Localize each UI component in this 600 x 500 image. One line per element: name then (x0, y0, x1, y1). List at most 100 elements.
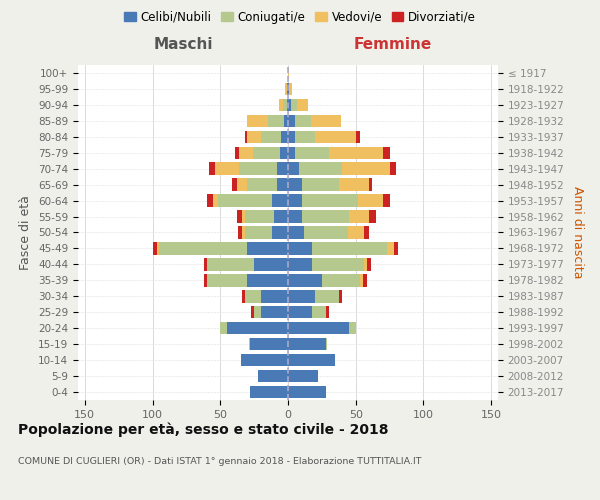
Bar (340, 290, 342, 302)
Bar (315, 130, 356, 143)
Bar (261, 306, 288, 318)
Bar (268, 114, 284, 127)
Bar (209, 162, 215, 175)
Legend: Celibi/Nubili, Coniugati/e, Vedovi/e, Divorziati/e: Celibi/Nubili, Coniugati/e, Vedovi/e, Di… (119, 6, 481, 28)
Bar (247, 242, 288, 254)
Bar (288, 162, 299, 175)
Bar (383, 146, 389, 159)
Bar (277, 178, 288, 191)
Bar (362, 274, 367, 286)
Bar (235, 146, 239, 159)
Bar (288, 338, 326, 350)
Bar (288, 386, 326, 398)
Bar (326, 338, 327, 350)
Bar (288, 194, 302, 207)
Bar (152, 242, 157, 254)
Bar (249, 338, 250, 350)
Bar (288, 258, 313, 270)
Bar (298, 98, 308, 111)
Bar (247, 274, 288, 286)
Bar (342, 162, 389, 175)
Bar (157, 242, 159, 254)
Bar (340, 178, 369, 191)
Bar (295, 130, 315, 143)
Bar (204, 258, 207, 270)
Bar (288, 322, 349, 334)
Bar (288, 354, 335, 366)
Bar (236, 178, 247, 191)
Bar (288, 226, 304, 238)
Bar (313, 258, 364, 270)
Bar (287, 98, 288, 111)
Y-axis label: Fasce di età: Fasce di età (19, 195, 32, 270)
Text: Popolazione per età, sesso e stato civile - 2018: Popolazione per età, sesso e stato civil… (18, 422, 389, 437)
Text: Femmine: Femmine (354, 38, 432, 52)
Bar (278, 98, 283, 111)
Text: Maschi: Maschi (153, 38, 213, 52)
Bar (277, 162, 288, 175)
Bar (207, 274, 247, 286)
Bar (283, 98, 287, 111)
Bar (288, 67, 289, 79)
Bar (272, 194, 288, 207)
Bar (389, 162, 397, 175)
Bar (242, 210, 245, 223)
Bar (383, 194, 389, 207)
Bar (220, 322, 227, 334)
Bar (251, 306, 254, 318)
Bar (288, 146, 295, 159)
Bar (364, 258, 367, 270)
Bar (295, 114, 311, 127)
Bar (329, 146, 383, 159)
Bar (313, 242, 387, 254)
Bar (313, 306, 326, 318)
Bar (204, 274, 207, 286)
Bar (236, 210, 242, 223)
Bar (207, 258, 254, 270)
Bar (288, 306, 313, 318)
Bar (288, 290, 315, 302)
Bar (304, 226, 347, 238)
Bar (394, 242, 398, 254)
Bar (239, 162, 277, 175)
Bar (227, 322, 288, 334)
Bar (250, 386, 288, 398)
Bar (288, 114, 295, 127)
Bar (232, 178, 236, 191)
Text: COMUNE DI CUGLIERI (OR) - Dati ISTAT 1° gennaio 2018 - Elaborazione TUTTITALIA.I: COMUNE DI CUGLIERI (OR) - Dati ISTAT 1° … (18, 458, 421, 466)
Bar (245, 226, 272, 238)
Bar (245, 290, 261, 302)
Bar (247, 130, 261, 143)
Bar (288, 370, 318, 382)
Bar (358, 194, 383, 207)
Bar (242, 226, 245, 238)
Bar (159, 242, 247, 254)
Y-axis label: Anni di nascita: Anni di nascita (571, 186, 584, 279)
Bar (364, 226, 369, 238)
Bar (302, 194, 358, 207)
Bar (288, 210, 302, 223)
Bar (253, 146, 280, 159)
Bar (215, 162, 239, 175)
Bar (254, 306, 261, 318)
Bar (274, 210, 288, 223)
Bar (356, 130, 360, 143)
Bar (289, 82, 292, 95)
Bar (288, 178, 302, 191)
Bar (258, 370, 288, 382)
Bar (261, 130, 281, 143)
Bar (207, 194, 214, 207)
Bar (326, 306, 329, 318)
Bar (218, 194, 272, 207)
Bar (245, 210, 274, 223)
Bar (284, 114, 288, 127)
Bar (288, 130, 295, 143)
Bar (288, 242, 313, 254)
Bar (349, 322, 356, 334)
Bar (322, 274, 360, 286)
Bar (347, 226, 364, 238)
Bar (295, 146, 329, 159)
Bar (288, 98, 291, 111)
Bar (302, 178, 340, 191)
Bar (241, 354, 288, 366)
